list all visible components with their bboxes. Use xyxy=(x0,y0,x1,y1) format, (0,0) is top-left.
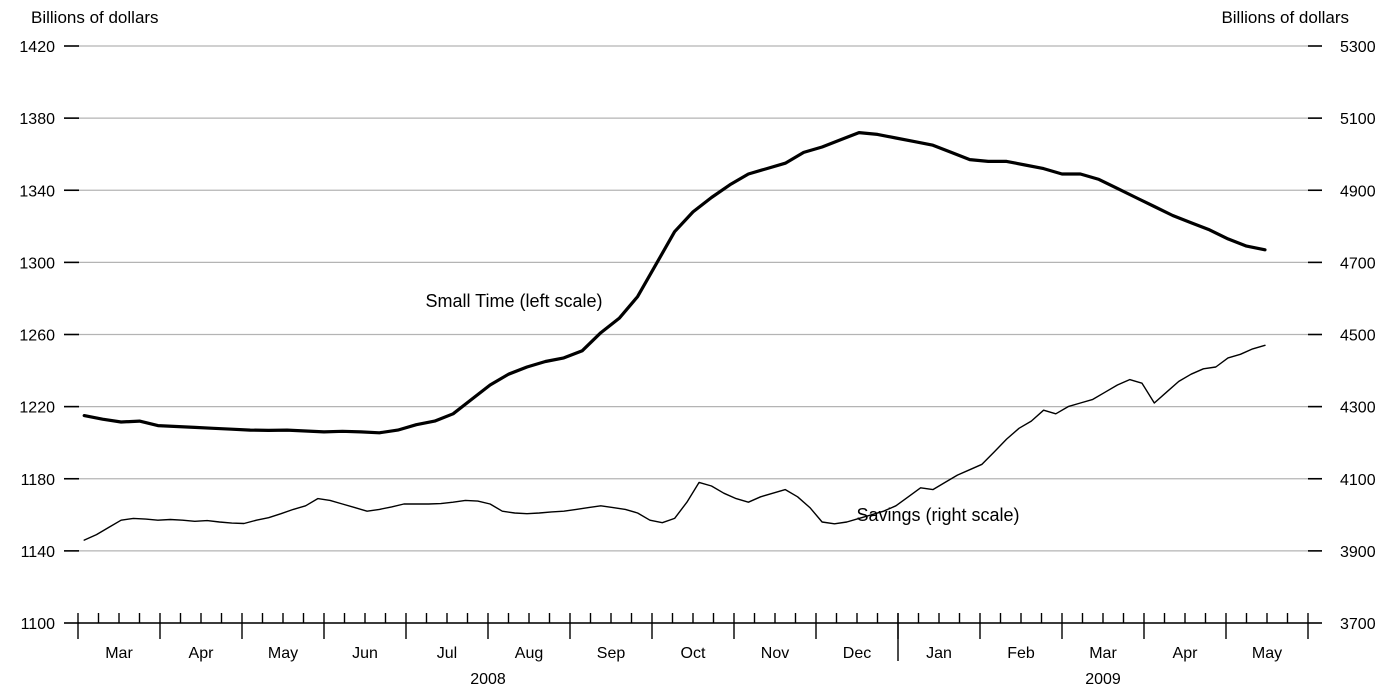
month-label: Jun xyxy=(352,645,378,662)
right-tick-label: 4100 xyxy=(1340,472,1376,489)
month-label: May xyxy=(268,645,298,662)
month-label: Mar xyxy=(105,645,133,662)
month-label: Mar xyxy=(1089,645,1117,662)
right-tick-label: 5100 xyxy=(1340,111,1376,128)
month-label: Feb xyxy=(1007,645,1035,662)
gridlines xyxy=(78,45,1308,624)
right-tick-label: 4300 xyxy=(1340,400,1376,417)
right-tick-label: 3700 xyxy=(1340,616,1376,633)
left-tick-label: 1300 xyxy=(19,255,55,272)
left-tick-label: 1340 xyxy=(19,183,55,200)
savings-label: Savings (right scale) xyxy=(856,505,1019,525)
small-time-line xyxy=(82,131,1267,435)
series-annotations: Small Time (left scale) Savings (right sc… xyxy=(425,291,1019,525)
right-tick-label: 5300 xyxy=(1340,39,1376,56)
left-tick-label: 1260 xyxy=(19,328,55,345)
month-label: Nov xyxy=(761,645,789,662)
left-tick-label: 1220 xyxy=(19,400,55,417)
year-label: 2008 xyxy=(470,671,506,688)
right-axis: 3700 3900 4100 4300 4500 4700 4900 5100 5300 xyxy=(1308,39,1376,633)
savings-line xyxy=(83,344,1266,541)
series-lines xyxy=(82,131,1267,541)
left-axis: 1100 1140 1180 1220 1260 1300 1340 1380 1420 xyxy=(19,39,79,633)
right-axis-label: Billions of dollars xyxy=(1221,8,1349,27)
month-label: Aug xyxy=(515,645,543,662)
right-tick-label: 3900 xyxy=(1340,544,1376,561)
month-label: Jan xyxy=(926,645,952,662)
left-tick-label: 1380 xyxy=(19,111,55,128)
x-axis: Mar Apr May Jun Jul Aug Sep Oct Nov Dec Jan Feb Mar A… xyxy=(77,613,1309,688)
month-label: Sep xyxy=(597,645,626,662)
right-tick-label: 4900 xyxy=(1340,183,1376,200)
small-time-label: Small Time (left scale) xyxy=(425,291,602,311)
left-tick-label: 1140 xyxy=(21,544,56,561)
left-tick-label: 1100 xyxy=(21,616,56,633)
month-label: May xyxy=(1252,645,1282,662)
month-label: Apr xyxy=(189,645,215,662)
right-tick-label: 4500 xyxy=(1340,328,1376,345)
left-tick-label: 1420 xyxy=(19,39,55,56)
left-tick-label: 1180 xyxy=(21,472,56,489)
year-label: 2009 xyxy=(1085,671,1121,688)
month-label: Dec xyxy=(843,645,871,662)
right-tick-label: 4700 xyxy=(1340,255,1376,272)
month-label: Jul xyxy=(437,645,457,662)
month-label: Oct xyxy=(681,645,706,662)
left-axis-label: Billions of dollars xyxy=(31,8,159,27)
month-label: Apr xyxy=(1173,645,1199,662)
